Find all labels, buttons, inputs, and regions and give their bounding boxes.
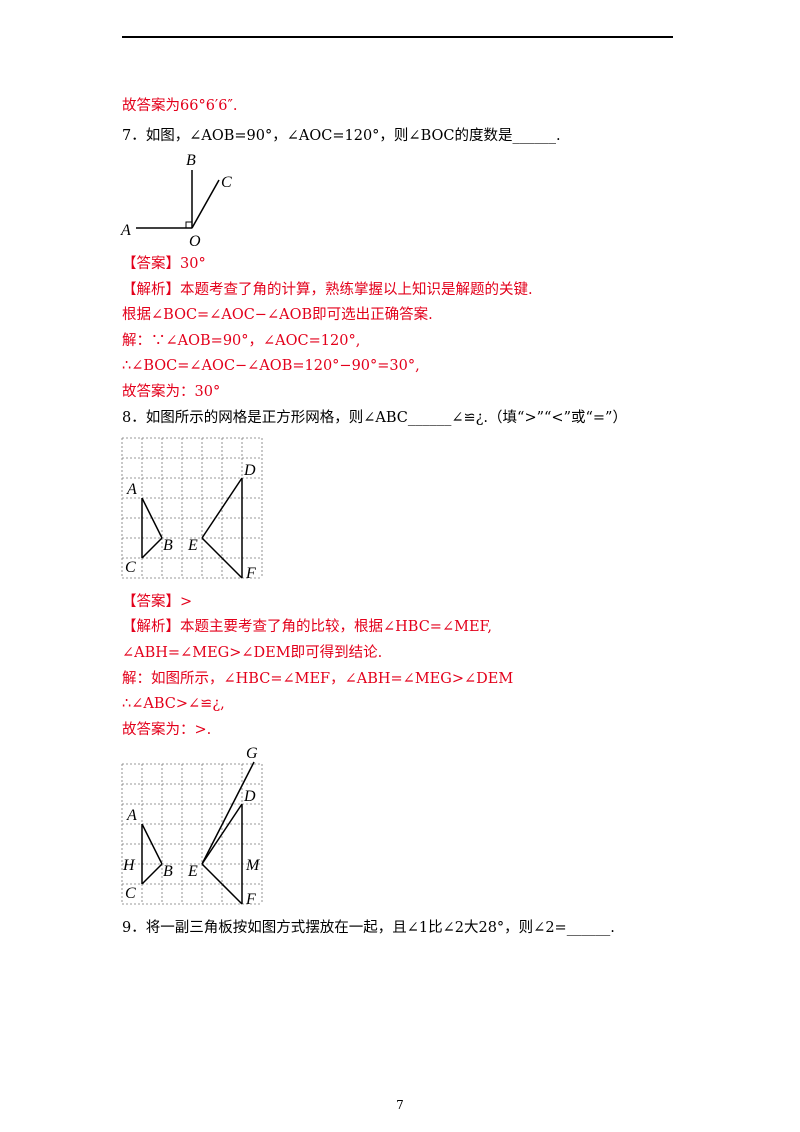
label-C: C [221,174,232,191]
figure-q7: A B C O [118,150,248,250]
label-B: B [163,537,173,554]
question-9: 9．将一副三角板按如图方式摆放在一起，且∠1比∠2大28°，则∠2=______… [122,920,615,936]
label-E: E [187,863,198,880]
label-O: O [189,233,201,250]
question-8: 8．如图所示的网格是正方形网格，则∠ABC______∠≌¿.（填“>”“<”或… [122,410,627,426]
q7-analysis-1: 【解析】本题考查了角的计算，熟练掌握以上知识是解题的关键. [122,282,533,298]
q8-answer: 【答案】> [122,594,193,610]
q7-answer: 【答案】30° [122,256,206,272]
label-D: D [243,788,256,805]
label-A: A [126,481,137,498]
label-A: A [126,807,137,824]
figure-q8-solution-grid: G D A H M B E C F [118,742,278,910]
q7-analysis-2: 根据∠BOC=∠AOC−∠AOB即可选出正确答案. [122,307,433,323]
label-B: B [163,863,173,880]
label-F: F [245,565,256,582]
label-M: M [245,857,261,874]
q7-solution-3: 故答案为：30° [122,384,221,400]
q8-analysis-1: 【解析】本题主要考查了角的比较，根据∠HBC=∠MEF, [122,619,492,635]
label-C: C [125,559,136,576]
label-A: A [120,222,131,239]
label-E: E [187,537,198,554]
q7-solution-1: 解：∵∠AOB=90°，∠AOC=120°, [122,333,361,349]
page-number: 7 [396,1098,404,1112]
label-B: B [186,152,196,169]
label-F: F [245,891,256,908]
q8-solution-3: 故答案为：>. [122,722,212,738]
label-G: G [246,745,258,762]
q7-solution-2: ∴∠BOC=∠AOC−∠AOB=120°−90°=30°, [122,358,420,374]
label-D: D [243,462,256,479]
label-C: C [125,885,136,902]
q8-solution-1: 解：如图所示，∠HBC=∠MEF，∠ABH=∠MEG>∠DEM [122,671,514,687]
header-rule [122,36,673,38]
label-H: H [122,857,136,874]
q8-solution-2: ∴∠ABC>∠≌¿, [122,696,225,712]
q8-analysis-2: ∠ABH=∠MEG>∠DEM即可得到结论. [122,645,383,661]
figure-q8-grid: A B C D E F [118,432,268,582]
question-7: 7．如图，∠AOB=90°，∠AOC=120°，则∠BOC的度数是______. [122,128,561,144]
prev-answer-line: 故答案为66°6′6″. [122,98,238,114]
